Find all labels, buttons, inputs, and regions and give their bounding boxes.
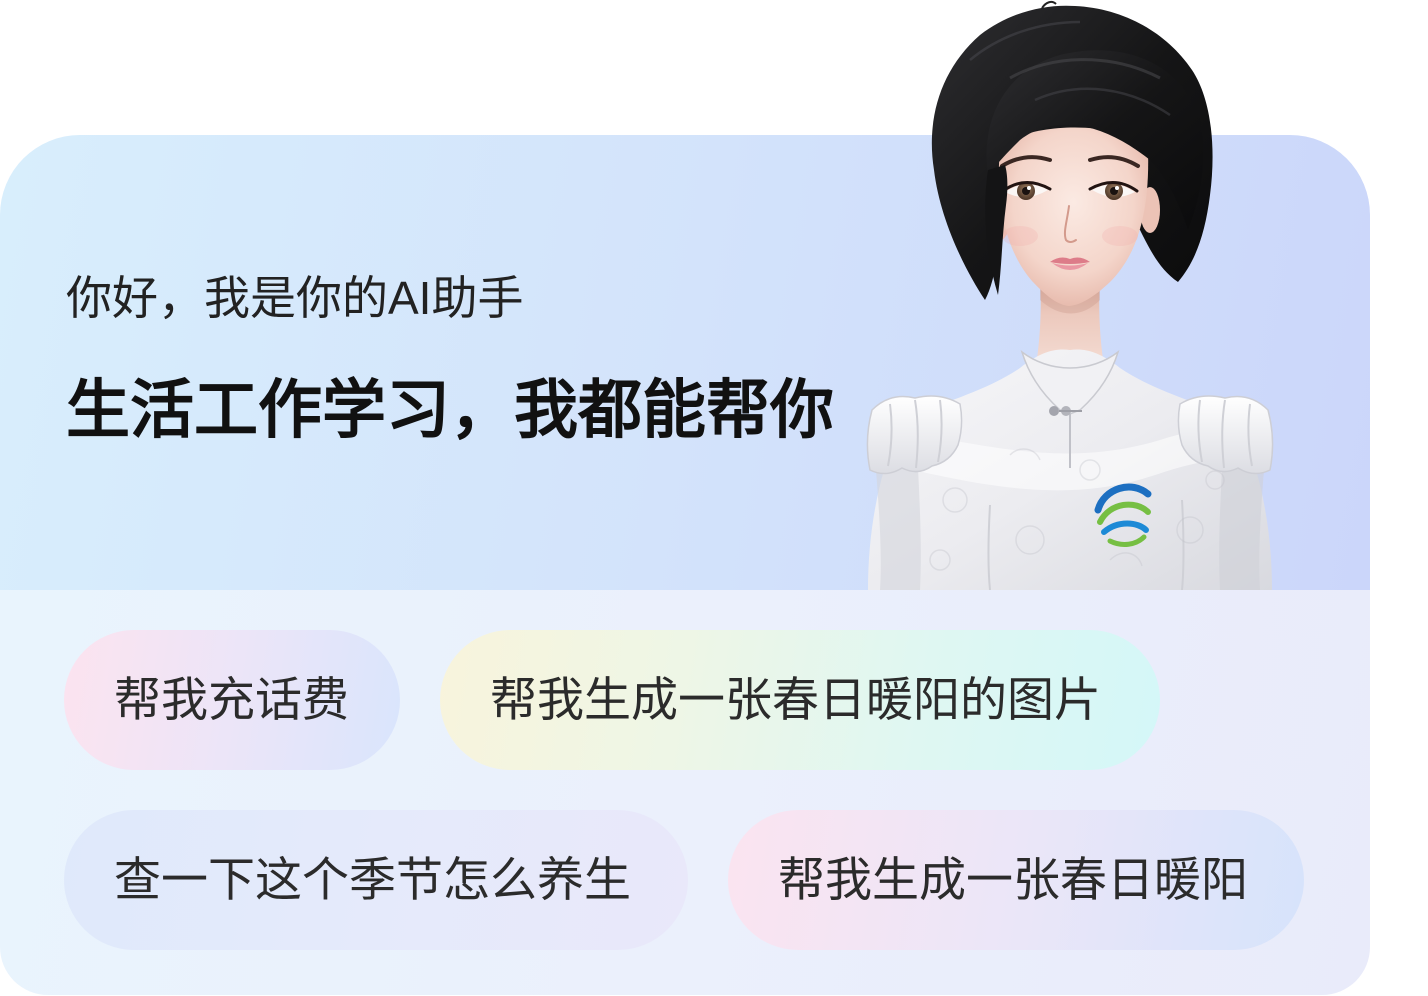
suggestion-chip-generate-image[interactable]: 帮我生成一张春日暖阳的图片	[440, 630, 1160, 770]
greeting-text: 你好，我是你的AI助手	[66, 272, 524, 324]
avatar-lips	[1050, 257, 1090, 270]
headline-text: 生活工作学习，我都能帮你	[66, 374, 834, 446]
china-mobile-logo	[1094, 483, 1152, 547]
suggestions-panel: 帮我充话费 帮我生成一张春日暖阳的图片 查一下这个季节怎么养生 帮我生成一张春日…	[0, 590, 1370, 995]
suggestion-chip-generate-spring[interactable]: 帮我生成一张春日暖阳	[728, 810, 1304, 950]
ai-avatar	[866, 0, 1274, 590]
avatar-eyes	[1001, 181, 1139, 200]
suggestion-chip-recharge[interactable]: 帮我充话费	[64, 630, 400, 770]
avatar-face	[998, 127, 1149, 306]
avatar-hair-front	[969, 20, 1204, 295]
avatar-right-ruffle	[1177, 395, 1274, 475]
avatar-nose	[1063, 205, 1077, 243]
avatar-left-ruffle	[866, 395, 963, 475]
avatar-collar	[1020, 349, 1120, 468]
avatar-eyebrows	[1000, 155, 1140, 168]
suggestion-chip-health-tips[interactable]: 查一下这个季节怎么养生	[64, 810, 688, 950]
